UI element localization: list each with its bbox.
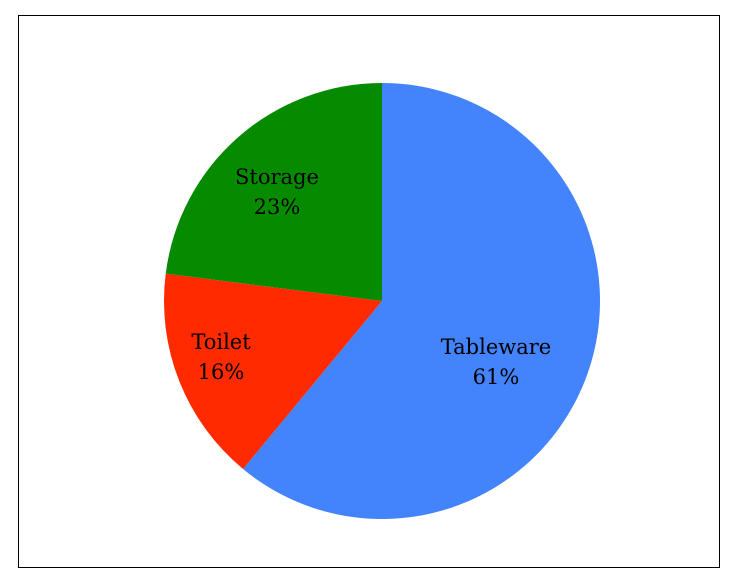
- slice-label-toilet: Toilet: [191, 330, 251, 354]
- pie-slice-storage: [165, 83, 382, 301]
- slice-percent-toilet: 16%: [198, 360, 245, 384]
- pie-slices: [164, 83, 601, 519]
- pie-slice-tableware: [243, 83, 601, 519]
- slice-label-tableware: Tableware: [441, 335, 551, 359]
- pie-labels: Tableware 61% Toilet 16% Storage 23%: [191, 165, 551, 389]
- pie-slice-toilet: [164, 273, 382, 469]
- slice-percent-tableware: 61%: [473, 365, 520, 389]
- slice-label-storage: Storage: [235, 165, 319, 189]
- slice-percent-storage: 23%: [254, 195, 301, 219]
